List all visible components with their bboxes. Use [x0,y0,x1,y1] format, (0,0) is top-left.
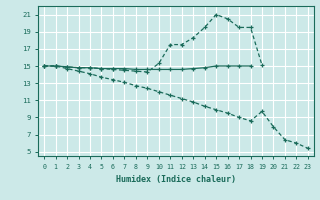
X-axis label: Humidex (Indice chaleur): Humidex (Indice chaleur) [116,175,236,184]
